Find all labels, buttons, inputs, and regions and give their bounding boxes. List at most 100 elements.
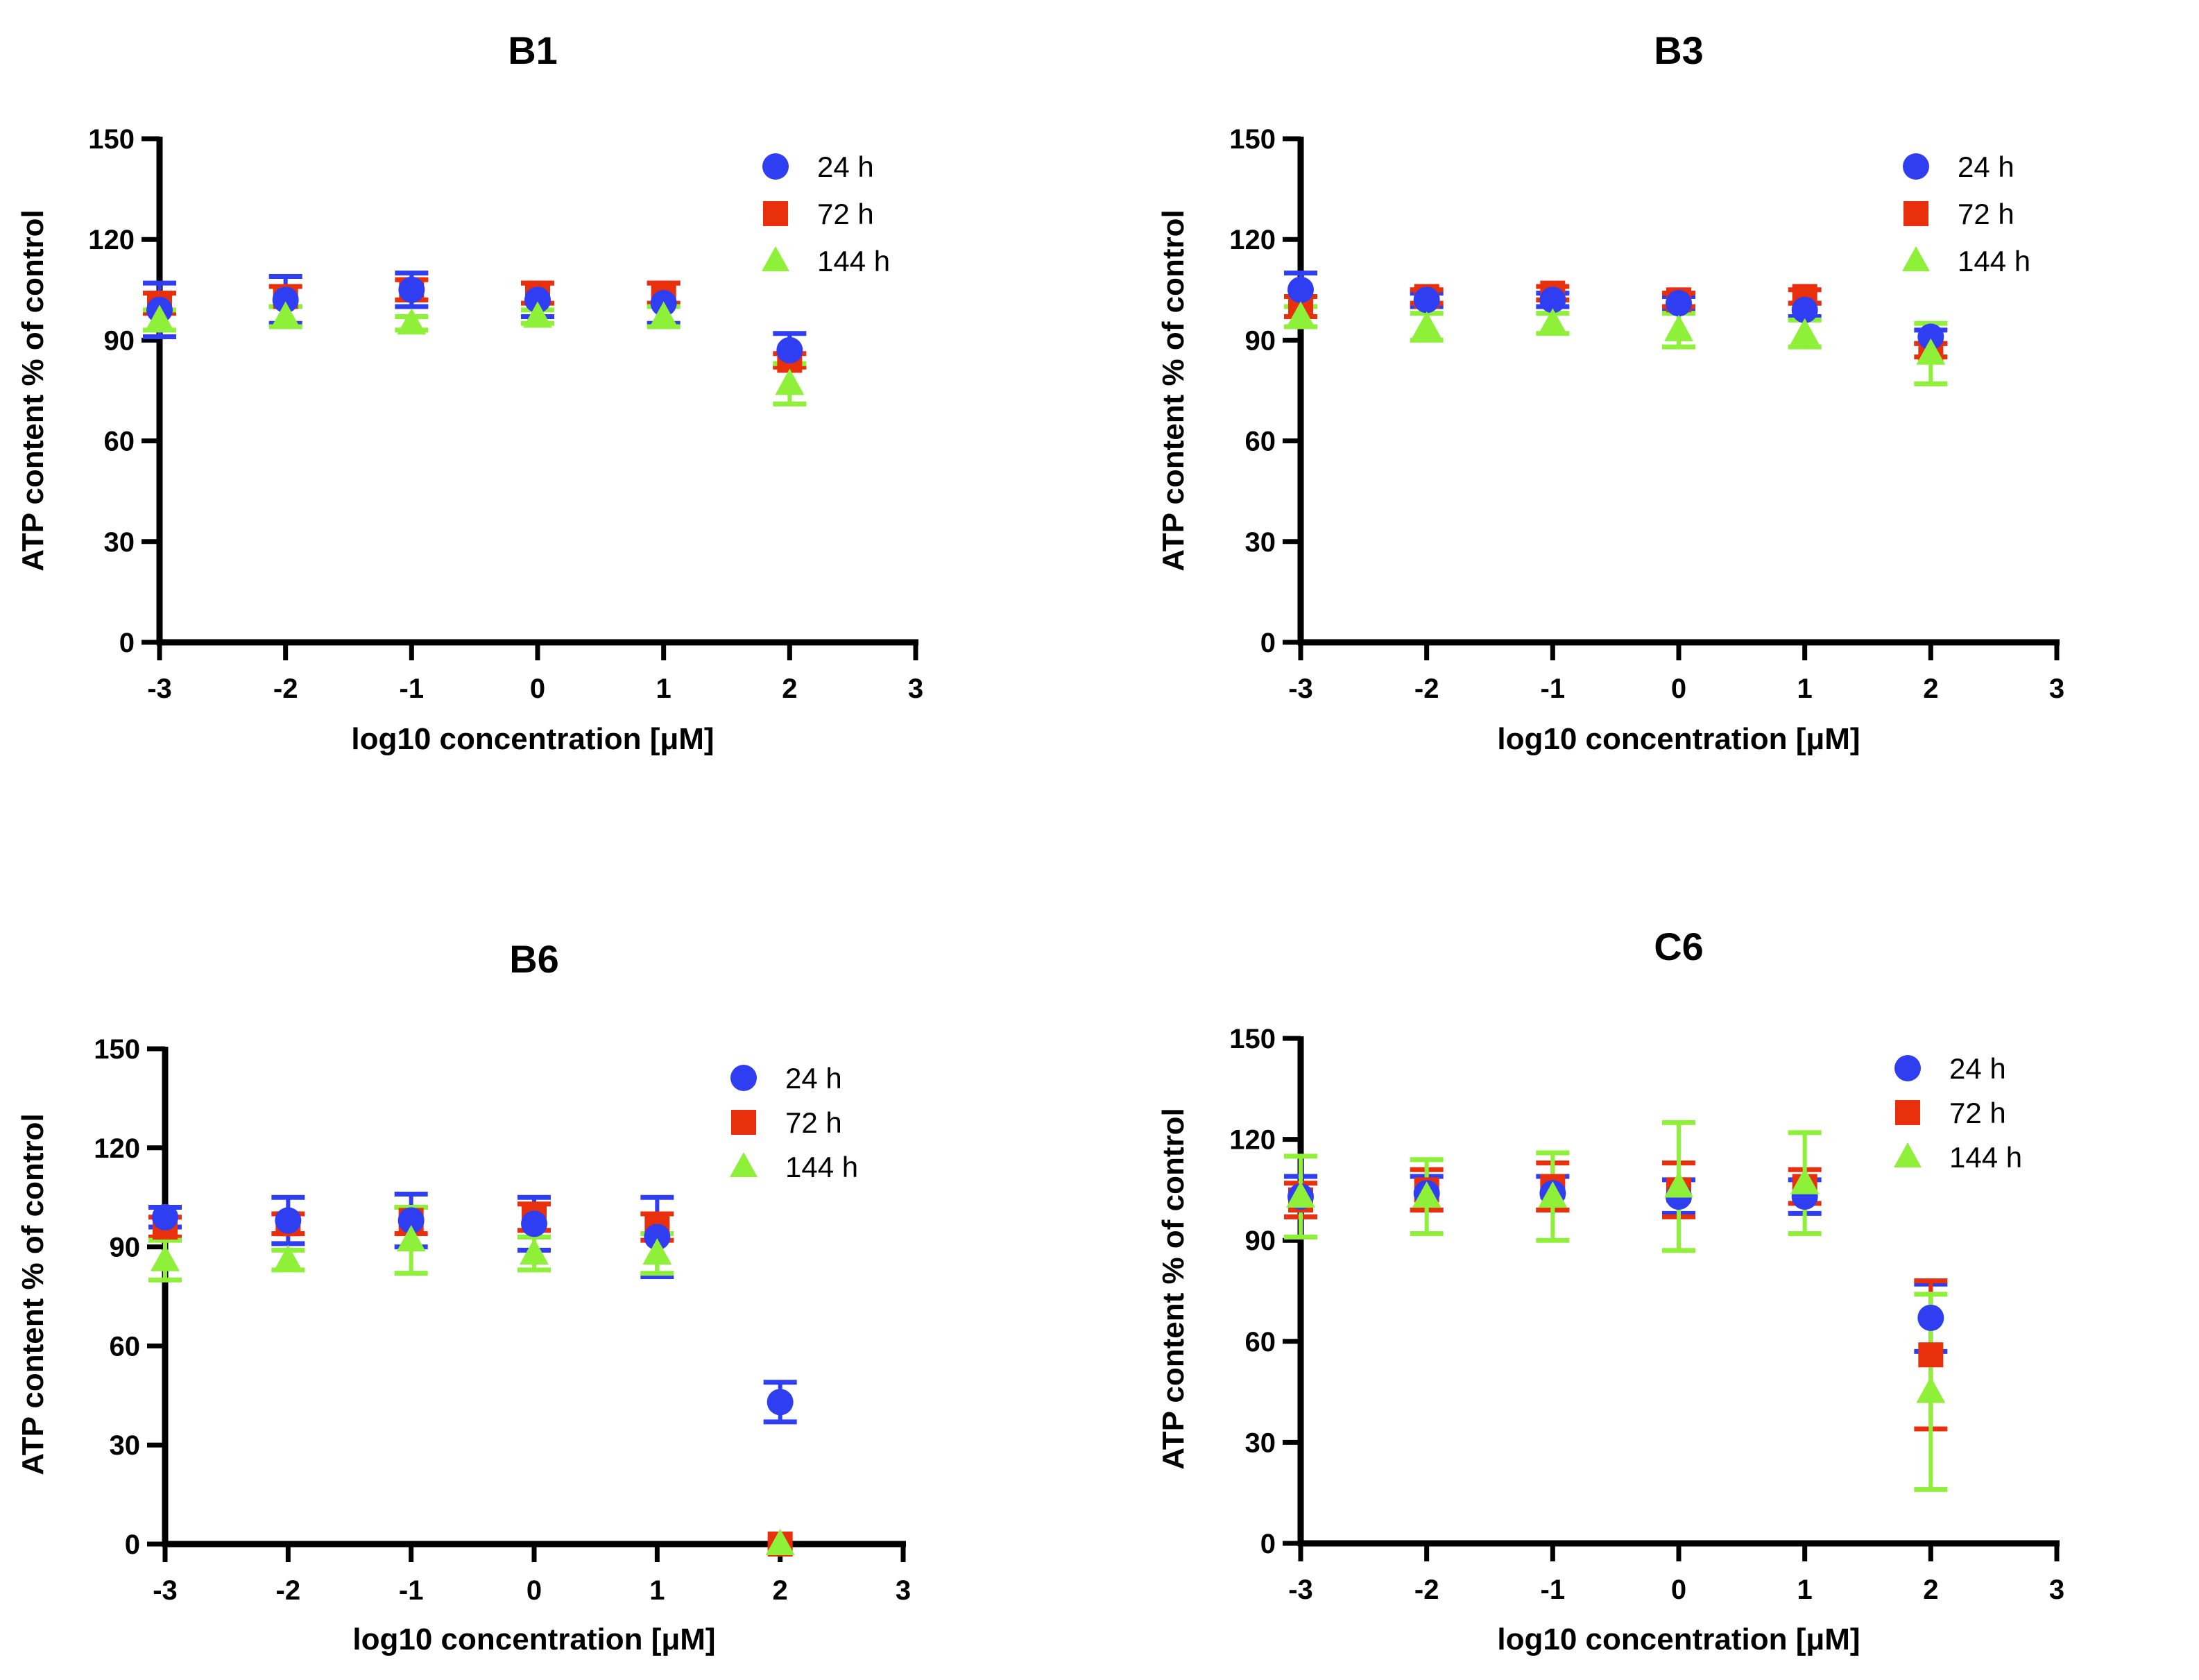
legend-label: 144 h — [1949, 1141, 2022, 1174]
y-tick-label: 90 — [110, 1233, 141, 1263]
series-24h — [148, 1191, 797, 1425]
chart-title: B1 — [508, 28, 558, 72]
x-tick-label: -2 — [1414, 1575, 1439, 1605]
y-tick-label: 120 — [94, 1133, 140, 1164]
y-axis-label: ATP content % of control — [16, 209, 50, 571]
y-tick-label: 90 — [1245, 1226, 1276, 1256]
legend-label: 144 h — [1958, 245, 2030, 277]
x-tick-label: 3 — [2049, 674, 2064, 704]
data-point-144h — [1790, 1167, 1820, 1194]
data-point-144h — [273, 1244, 303, 1271]
legend-label: 144 h — [817, 245, 890, 277]
x-tick-label: -1 — [400, 674, 425, 704]
series-72h — [1284, 284, 1948, 360]
legend-label: 24 h — [1958, 151, 2014, 183]
data-point-144h — [775, 368, 805, 395]
data-point-144h — [1286, 301, 1315, 328]
series-144h — [1284, 1120, 1948, 1492]
legend-label: 72 h — [817, 198, 874, 230]
data-point-24h — [776, 336, 803, 363]
y-tick-label: 0 — [1260, 1529, 1276, 1559]
y-axis-label: ATP content % of control — [16, 1113, 50, 1475]
legend-marker-24h — [730, 1065, 757, 1091]
x-tick-label: 1 — [649, 1575, 665, 1606]
x-tick-label: -3 — [153, 1575, 178, 1606]
x-tick-label: 3 — [2049, 1575, 2064, 1605]
data-point-144h — [1916, 338, 1946, 365]
x-axis-label: log10 concentration [μM] — [351, 722, 714, 756]
data-point-144h — [1538, 1181, 1568, 1208]
y-tick-label: 30 — [110, 1430, 141, 1461]
legend-label: 144 h — [785, 1151, 858, 1183]
data-point-24h — [524, 286, 551, 314]
data-point-144h — [1916, 1376, 1946, 1403]
legend-marker-72h — [1903, 201, 1928, 226]
y-axis-label: ATP content % of control — [1156, 1108, 1190, 1469]
x-tick-label: -1 — [1541, 674, 1566, 704]
data-point-24h — [275, 1207, 302, 1234]
x-tick-label: -2 — [273, 674, 298, 704]
series-24h — [1284, 271, 1948, 346]
x-tick-label: -3 — [147, 674, 172, 704]
x-axis-label: log10 concentration [μM] — [1497, 722, 1860, 756]
x-tick-label: 1 — [1797, 1575, 1813, 1605]
legend-label: 72 h — [785, 1106, 842, 1139]
data-point-24h — [1917, 1304, 1944, 1331]
chart-title: C6 — [1654, 925, 1704, 968]
data-point-24h — [1287, 276, 1314, 303]
data-point-24h — [397, 1207, 425, 1234]
y-tick-label: 30 — [1245, 1428, 1276, 1458]
chart-panel-c6: C6 0 30 60 90 120 150 -3 -2 -1 0 1 2 3 log10 concentra… — [1156, 925, 2064, 1656]
legend-marker-24h — [1903, 153, 1929, 180]
data-point-24h — [1917, 323, 1944, 350]
y-tick-label: 150 — [94, 1034, 140, 1065]
data-point-144h — [151, 1244, 180, 1271]
data-point-144h — [523, 301, 552, 328]
data-point-144h — [1664, 314, 1693, 341]
data-point-24h — [767, 1389, 794, 1416]
data-point-72h — [1918, 1342, 1944, 1368]
x-axis-label: log10 concentration [μM] — [1497, 1622, 1860, 1656]
y-tick-label: 30 — [1245, 527, 1276, 558]
series-24h — [1284, 1174, 1948, 1354]
data-point-24h — [1666, 290, 1692, 317]
legend-label: 72 h — [1958, 198, 2014, 230]
data-point-24h — [1413, 286, 1440, 314]
data-point-144h — [642, 1238, 672, 1265]
x-tick-label: -3 — [1288, 1575, 1313, 1605]
data-point-144h — [145, 305, 174, 332]
series-24h — [143, 271, 807, 370]
y-tick-label: 120 — [1229, 1125, 1276, 1156]
data-point-144h — [765, 1529, 795, 1555]
x-tick-label: 2 — [782, 674, 797, 704]
y-tick-label: 60 — [104, 427, 135, 457]
series-144h — [143, 304, 807, 406]
y-tick-label: 60 — [1245, 427, 1276, 457]
x-tick-label: 2 — [773, 1575, 788, 1606]
chart-panel-b1: B1 0 30 60 90 120 150 -3 -2 -1 0 1 2 3 log10 concentra… — [16, 28, 923, 756]
chart-panel-b3: B3 0 30 60 90 120 150 -3 -2 -1 0 1 2 3 log10 concentra… — [1156, 28, 2064, 756]
x-tick-label: 0 — [530, 674, 545, 704]
data-point-144h — [396, 1225, 426, 1252]
data-point-144h — [1412, 1181, 1441, 1208]
x-tick-label: -1 — [399, 1575, 424, 1606]
legend-marker-72h — [763, 201, 788, 226]
x-tick-label: 1 — [656, 674, 671, 704]
data-point-144h — [520, 1238, 549, 1265]
y-tick-label: 60 — [1245, 1327, 1276, 1357]
y-tick-label: 150 — [88, 124, 135, 155]
legend-marker-144h — [730, 1152, 758, 1177]
x-tick-label: 0 — [1671, 674, 1686, 704]
legend-marker-24h — [762, 153, 789, 180]
y-tick-label: 0 — [125, 1529, 140, 1560]
x-axis-label: log10 concentration [μM] — [352, 1622, 715, 1656]
chart-title: B3 — [1654, 28, 1704, 72]
legend-label: 24 h — [817, 151, 874, 183]
x-tick-label: -2 — [276, 1575, 301, 1606]
data-point-24h — [521, 1210, 547, 1237]
data-point-144h — [1412, 311, 1441, 338]
series-144h — [1284, 304, 1948, 386]
data-point-24h — [152, 1203, 178, 1231]
x-tick-label: 0 — [527, 1575, 542, 1606]
